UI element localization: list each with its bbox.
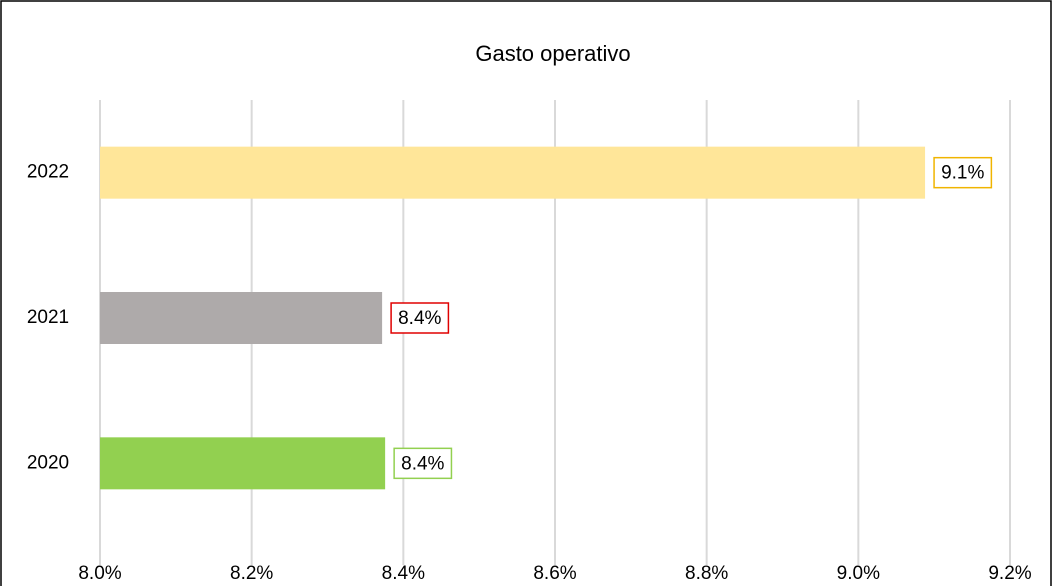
data-label: 8.4% <box>398 308 441 329</box>
y-tick-label: 2021 <box>27 307 69 328</box>
x-tick-label: 9.0% <box>837 563 880 584</box>
x-tick-label: 9.2% <box>988 563 1031 584</box>
chart-title: Gasto operativo <box>475 41 630 66</box>
x-tick-label: 8.8% <box>685 563 728 584</box>
y-tick-label: 2020 <box>27 452 69 473</box>
x-tick-label: 8.0% <box>78 563 121 584</box>
bar <box>100 292 383 344</box>
data-label: 9.1% <box>941 163 984 184</box>
data-label-box <box>390 302 450 334</box>
bar <box>100 146 926 199</box>
y-tick-label: 2022 <box>27 162 69 183</box>
x-tick-label: 8.2% <box>230 563 273 584</box>
x-tick-label: 8.4% <box>382 563 425 584</box>
data-label-box <box>393 447 453 480</box>
data-label-box <box>933 156 993 189</box>
data-label: 8.4% <box>401 453 444 474</box>
x-tick-label: 8.6% <box>533 563 576 584</box>
bar <box>100 437 386 490</box>
